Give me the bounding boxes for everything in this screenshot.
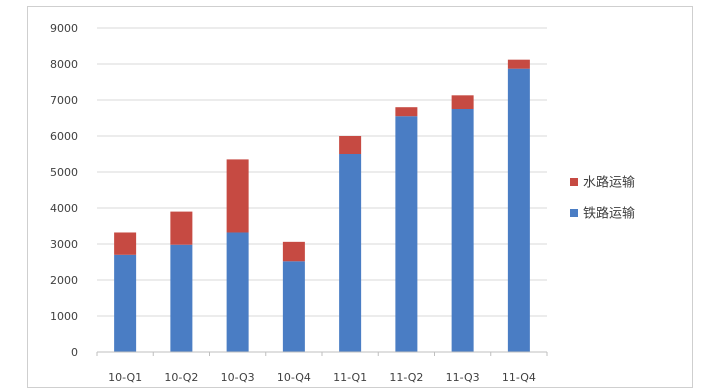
bar-segment — [395, 107, 418, 117]
y-tick-label: 5000 — [50, 166, 78, 179]
y-tick-label: 6000 — [50, 130, 78, 143]
bar-segment — [395, 116, 418, 352]
x-tick-label: 11-Q4 — [502, 371, 536, 384]
x-tick-label: 10-Q2 — [164, 371, 198, 384]
y-tick-label: 9000 — [50, 22, 78, 35]
bar-segment — [451, 95, 474, 109]
bar-segment — [282, 261, 305, 352]
bar-segment — [226, 232, 249, 352]
y-tick-label: 8000 — [50, 58, 78, 71]
bar-segment — [114, 232, 137, 255]
gridlines — [97, 27, 547, 353]
x-axis: 10-Q1 10-Q2 10-Q3 10-Q4 11-Q1 11-Q2 11-Q3 11-Q4 — [96, 351, 548, 384]
x-tick-label: 10-Q4 — [277, 371, 311, 384]
bar-segment — [339, 154, 362, 352]
x-tick-label: 10-Q3 — [221, 371, 255, 384]
y-tick-label: 7000 — [50, 94, 78, 107]
y-tick-label: 0 — [71, 346, 78, 359]
x-tick-label: 10-Q1 — [108, 371, 142, 384]
legend-swatch — [570, 178, 578, 186]
x-tick-label: 11-Q1 — [333, 371, 367, 384]
legend-label: 水路运输 — [583, 175, 635, 191]
bar-segment — [507, 68, 530, 353]
bar-segment — [114, 254, 137, 352]
y-tick-label: 2000 — [50, 274, 78, 287]
bar-segment — [451, 109, 474, 352]
y-tick-label: 1000 — [50, 310, 78, 323]
y-tick-label: 3000 — [50, 238, 78, 251]
bar-segment — [339, 136, 362, 154]
x-tick-label: 11-Q2 — [389, 371, 423, 384]
bar-segment — [507, 59, 530, 69]
bars — [114, 59, 530, 353]
legend-swatch — [570, 209, 578, 217]
bar-segment — [226, 159, 249, 233]
bar-segment — [170, 244, 193, 352]
y-axis: 0 1000 2000 3000 4000 5000 6000 7000 8000 9000 — [50, 22, 78, 359]
bar-segment — [170, 211, 193, 245]
x-tick-label: 11-Q3 — [446, 371, 480, 384]
bar-segment — [282, 241, 305, 262]
y-tick-label: 4000 — [50, 202, 78, 215]
legend-label: 铁路运输 — [583, 206, 635, 222]
